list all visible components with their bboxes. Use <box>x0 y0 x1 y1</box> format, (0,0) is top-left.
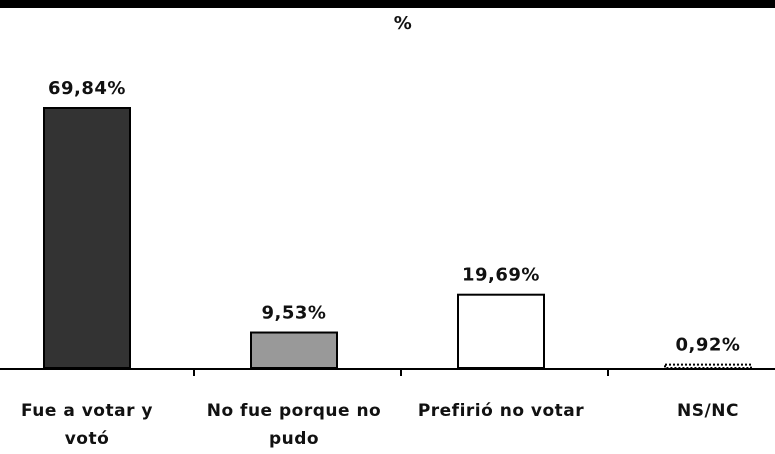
value-label-3: 0,92% <box>676 335 741 356</box>
category-label-0-line-0: Fue a votar y <box>21 401 153 421</box>
value-label-0: 69,84% <box>48 78 126 99</box>
bar-1 <box>251 333 337 368</box>
category-label-3-line-0: NS/NC <box>677 401 739 421</box>
bar-0 <box>44 108 130 368</box>
category-label-2-line-0: Prefirió no votar <box>418 401 584 421</box>
value-label-1: 9,53% <box>262 303 327 324</box>
category-label-1-line-0: No fue porque no <box>207 401 382 421</box>
bar-3 <box>665 365 751 368</box>
category-label-1-line-1: pudo <box>269 429 319 449</box>
value-label-2: 19,69% <box>462 265 540 286</box>
category-label-0-line-1: votó <box>65 429 110 449</box>
bar-2 <box>458 295 544 368</box>
